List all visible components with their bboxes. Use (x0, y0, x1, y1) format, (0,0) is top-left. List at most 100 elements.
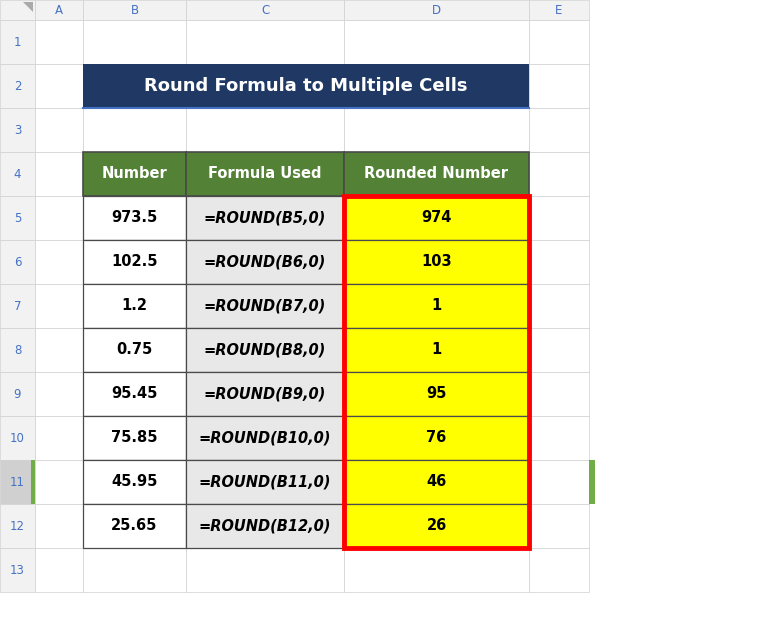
Bar (529, 240, 589, 284)
Bar (35, 20, 83, 64)
Text: 95.45: 95.45 (111, 386, 157, 401)
Text: 13: 13 (10, 564, 25, 577)
Bar (344, 20, 529, 64)
Bar (344, 328, 529, 372)
Text: =ROUND(B5,0): =ROUND(B5,0) (204, 211, 326, 226)
Bar (344, 504, 529, 548)
Text: 2: 2 (14, 79, 22, 92)
Bar (529, 108, 589, 152)
Bar (344, 196, 529, 548)
Bar (186, 108, 344, 152)
Text: =ROUND(B7,0): =ROUND(B7,0) (204, 299, 326, 313)
Bar (35, 108, 83, 152)
Bar (31, 460, 35, 504)
Bar (83, 152, 186, 196)
Bar (186, 284, 344, 328)
Bar (344, 240, 529, 284)
Bar (35, 416, 83, 460)
Bar (186, 0, 344, 20)
Text: 10: 10 (10, 431, 25, 445)
Bar (186, 460, 344, 504)
Bar (0, 196, 35, 240)
Bar (344, 108, 529, 152)
Bar (0, 152, 35, 196)
Bar (186, 328, 344, 372)
Text: Number: Number (101, 167, 167, 182)
Bar (83, 108, 186, 152)
Bar (0, 372, 35, 416)
Bar (186, 460, 344, 504)
Bar (0, 460, 35, 504)
Bar (0, 504, 35, 548)
Bar (35, 0, 83, 20)
Bar (83, 416, 186, 460)
Bar (344, 0, 529, 20)
Bar (344, 152, 529, 196)
Bar (186, 152, 344, 196)
Text: 973.5: 973.5 (111, 211, 157, 226)
Bar (589, 460, 595, 504)
Text: =ROUND(B9,0): =ROUND(B9,0) (204, 386, 326, 401)
Bar (344, 504, 529, 548)
Bar (0, 108, 35, 152)
Text: 1: 1 (432, 343, 442, 357)
Bar (83, 460, 186, 504)
Bar (344, 548, 529, 592)
Text: Rounded Number: Rounded Number (365, 167, 508, 182)
Bar (83, 504, 186, 548)
Bar (83, 240, 186, 284)
Text: 6: 6 (14, 255, 22, 269)
Bar (0, 0, 35, 20)
Bar (344, 416, 529, 460)
Text: A: A (55, 4, 63, 16)
Bar (186, 372, 344, 416)
Bar (0, 328, 35, 372)
Text: Round Formula to Multiple Cells: Round Formula to Multiple Cells (144, 77, 468, 95)
Bar (186, 284, 344, 328)
Text: 3: 3 (14, 123, 22, 136)
Bar (0, 64, 35, 108)
Text: 103: 103 (421, 255, 452, 269)
Bar (186, 328, 344, 372)
Bar (83, 548, 186, 592)
Bar (186, 196, 344, 240)
Text: D: D (432, 4, 441, 16)
Bar (35, 152, 83, 196)
Bar (0, 240, 35, 284)
Text: C: C (261, 4, 269, 16)
Bar (83, 196, 186, 240)
Bar (186, 20, 344, 64)
Text: 0.75: 0.75 (117, 343, 153, 357)
Text: =ROUND(B11,0): =ROUND(B11,0) (199, 474, 331, 489)
Bar (83, 64, 529, 108)
Text: 1.2: 1.2 (121, 299, 147, 313)
Bar (35, 328, 83, 372)
Bar (35, 240, 83, 284)
Bar (344, 284, 529, 328)
Bar (83, 372, 186, 416)
Text: =ROUND(B10,0): =ROUND(B10,0) (199, 430, 331, 445)
Bar (186, 64, 344, 108)
Bar (35, 196, 83, 240)
Text: 76: 76 (426, 430, 447, 445)
Bar (83, 240, 186, 284)
Text: 95: 95 (426, 386, 447, 401)
Text: 8: 8 (14, 343, 22, 357)
Text: 9: 9 (14, 387, 22, 401)
Bar (83, 152, 186, 196)
Bar (83, 64, 186, 108)
Bar (35, 548, 83, 592)
Bar (83, 416, 186, 460)
Text: 25.65: 25.65 (111, 518, 157, 533)
Bar (186, 416, 344, 460)
Bar (186, 548, 344, 592)
Bar (344, 372, 529, 416)
Bar (344, 372, 529, 416)
Text: E: E (555, 4, 563, 16)
Bar (83, 284, 186, 328)
Bar (529, 372, 589, 416)
Bar (83, 504, 186, 548)
Bar (186, 416, 344, 460)
Text: 5: 5 (14, 211, 22, 225)
Bar (0, 20, 35, 64)
